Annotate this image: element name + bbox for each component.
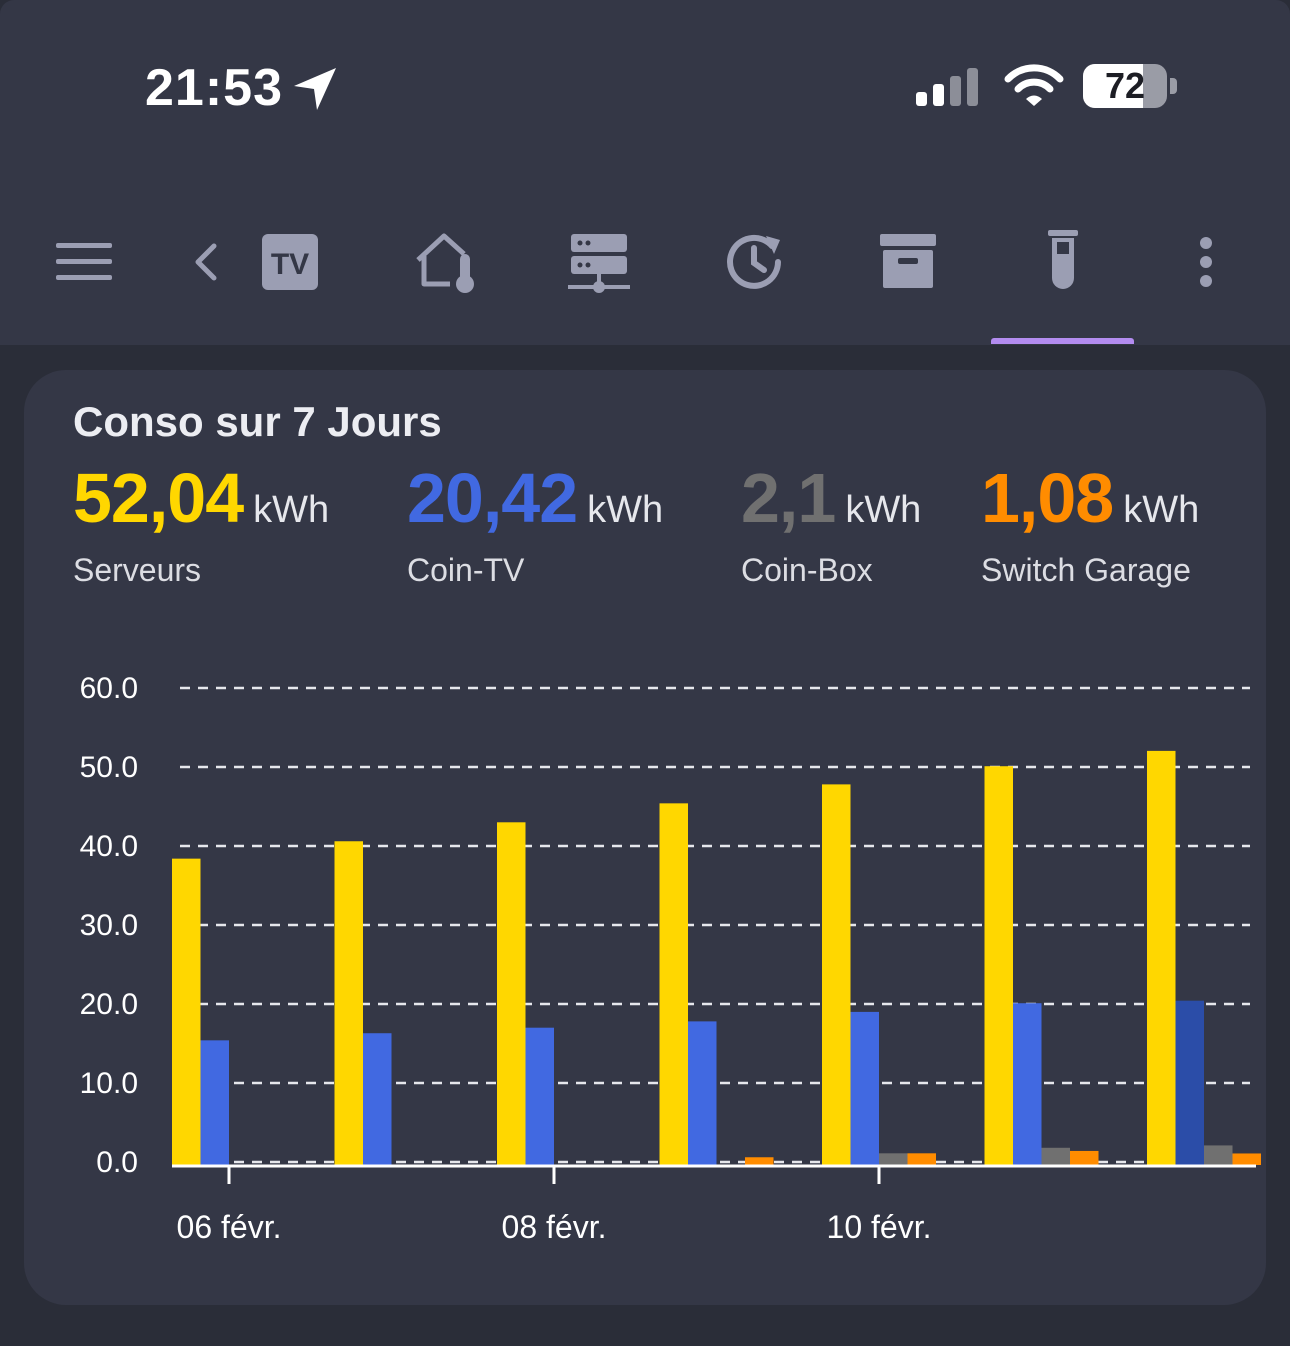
card-title: Conso sur 7 Jours bbox=[73, 398, 442, 445]
history-icon[interactable] bbox=[724, 232, 784, 292]
stat-value: 2,1 bbox=[741, 459, 836, 537]
bar-switch-garage bbox=[745, 1157, 774, 1165]
x-tick-label: 10 févr. bbox=[827, 1209, 932, 1245]
bar-serveurs bbox=[1147, 750, 1176, 1165]
battery-level: 72 bbox=[1104, 65, 1146, 106]
stat-unit: kWh bbox=[845, 489, 922, 531]
stat-value: 52,04 bbox=[73, 459, 244, 537]
bar-coin-tv bbox=[850, 1011, 879, 1165]
y-tick-label: 0.0 bbox=[96, 1146, 138, 1179]
test-tube-icon[interactable] bbox=[1046, 230, 1080, 294]
bar-coin-box bbox=[1204, 1145, 1233, 1165]
bar-serveurs bbox=[659, 803, 688, 1165]
bar-serveurs bbox=[334, 841, 363, 1165]
x-tick-label: 06 févr. bbox=[177, 1209, 282, 1245]
bar-coin-tv bbox=[1013, 1003, 1042, 1165]
status-time: 21:53 bbox=[145, 59, 283, 117]
wifi-icon bbox=[1004, 64, 1064, 106]
y-tick-label: 50.0 bbox=[80, 751, 138, 784]
tv-icon[interactable]: TV bbox=[262, 234, 318, 290]
bar-serveurs bbox=[984, 766, 1013, 1165]
y-tick-label: 40.0 bbox=[80, 830, 138, 863]
stat-label-serveurs: Serveurs bbox=[73, 552, 202, 588]
stat-label-coin-tv: Coin-TV bbox=[407, 552, 525, 588]
y-tick-label: 60.0 bbox=[80, 672, 138, 705]
archive-icon[interactable] bbox=[880, 234, 936, 288]
stat-serveurs: 52,04 kWh bbox=[73, 458, 329, 538]
stat-label-switch-garage: Switch Garage bbox=[981, 552, 1191, 588]
bar-coin-tv bbox=[688, 1021, 717, 1165]
stat-unit: kWh bbox=[253, 489, 330, 531]
bar-coin-tv bbox=[200, 1040, 229, 1165]
active-tab-indicator bbox=[991, 338, 1134, 344]
battery-icon: 72 bbox=[1083, 64, 1167, 108]
bar-coin-tv bbox=[1175, 1000, 1204, 1165]
back-chevron-icon[interactable] bbox=[190, 242, 220, 282]
bar-serveurs bbox=[822, 784, 851, 1165]
stat-switch-garage: 1,08 kWh bbox=[981, 458, 1199, 538]
stat-unit: kWh bbox=[587, 489, 664, 531]
bar-coin-tv bbox=[363, 1033, 392, 1165]
bar-coin-tv bbox=[525, 1027, 554, 1165]
server-icon[interactable] bbox=[568, 232, 630, 294]
y-tick-label: 30.0 bbox=[80, 909, 138, 942]
bar-coin-box bbox=[879, 1153, 908, 1165]
stat-unit: kWh bbox=[1123, 489, 1200, 531]
y-tick-label: 10.0 bbox=[80, 1067, 138, 1100]
cellular-signal-icon bbox=[916, 68, 978, 106]
stat-coin-box: 2,1 kWh bbox=[741, 458, 921, 538]
bar-switch-garage bbox=[1070, 1150, 1099, 1165]
location-arrow-icon bbox=[294, 68, 336, 110]
bar-serveurs bbox=[172, 858, 201, 1165]
menu-icon[interactable] bbox=[56, 242, 112, 282]
home-thermometer-icon[interactable] bbox=[414, 232, 478, 294]
app-header: 21:53 72 TV bbox=[0, 0, 1290, 345]
stat-coin-tv: 20,42 kWh bbox=[407, 458, 663, 538]
y-tick-label: 20.0 bbox=[80, 988, 138, 1021]
bar-switch-garage bbox=[1232, 1153, 1261, 1165]
stat-value: 1,08 bbox=[981, 459, 1114, 537]
battery-fill bbox=[1083, 64, 1144, 108]
svg-text:TV: TV bbox=[271, 248, 309, 281]
stat-value: 20,42 bbox=[407, 459, 578, 537]
bar-switch-garage bbox=[907, 1153, 936, 1165]
x-tick-label: 08 févr. bbox=[502, 1209, 607, 1245]
more-vertical-icon[interactable] bbox=[1196, 236, 1216, 288]
bar-coin-box bbox=[1041, 1147, 1070, 1165]
stat-label-coin-box: Coin-Box bbox=[741, 552, 873, 588]
battery-nub bbox=[1170, 78, 1177, 94]
bar-serveurs bbox=[497, 822, 526, 1165]
